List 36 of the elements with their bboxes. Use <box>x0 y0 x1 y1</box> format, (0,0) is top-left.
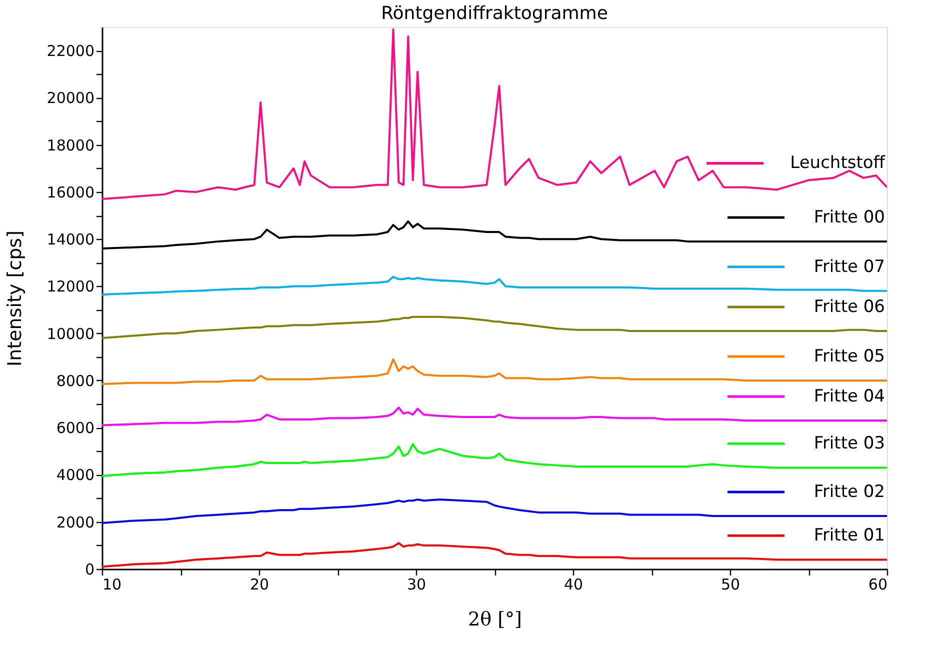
y-tick-label: 10000 <box>46 324 94 343</box>
x-axis-title: 2θ [°] <box>468 608 522 630</box>
y-tick-label: 8000 <box>56 372 94 390</box>
y-tick-label: 4000 <box>56 466 94 484</box>
x-tick-label: 50 <box>720 576 740 594</box>
y-tick-label: 12000 <box>46 278 94 296</box>
y-tick-label: 16000 <box>46 183 94 202</box>
legend-label: Fritte 05 <box>814 346 885 366</box>
y-tick-label: 0 <box>84 560 94 578</box>
legend-label: Fritte 00 <box>814 207 885 228</box>
chart-title: Röntgendiffraktogramme <box>381 3 608 24</box>
line-series <box>102 406 887 426</box>
line-series <box>102 498 887 524</box>
line-series <box>102 276 887 296</box>
x-tick-label: 20 <box>250 576 270 594</box>
legend-label: Fritte 02 <box>814 482 885 502</box>
legend-label: Fritte 01 <box>814 526 885 546</box>
y-tick-label: 2000 <box>56 513 94 532</box>
legend-label: Fritte 04 <box>814 386 885 407</box>
y-tick-label: 20000 <box>46 89 94 108</box>
y-axis-title: Intensity [cps] <box>4 230 26 366</box>
legend-label: Leuchtstoff <box>790 153 886 174</box>
legend-label: Fritte 07 <box>814 256 885 277</box>
line-series <box>102 28 887 200</box>
legend-label: Fritte 03 <box>814 434 885 454</box>
legend-label: Fritte 06 <box>814 296 885 317</box>
line-series <box>102 542 887 568</box>
y-tick-label: 18000 <box>46 136 94 154</box>
y-tick-label: 22000 <box>46 42 94 60</box>
y-tick-label: 6000 <box>56 419 94 438</box>
y-tick-label: 14000 <box>46 230 94 249</box>
x-tick-label: 40 <box>564 576 584 594</box>
x-tick-label: 60 <box>868 576 888 594</box>
line-series <box>102 316 887 340</box>
x-tick-label: 30 <box>406 576 426 594</box>
x-tick-label: 10 <box>102 576 122 594</box>
